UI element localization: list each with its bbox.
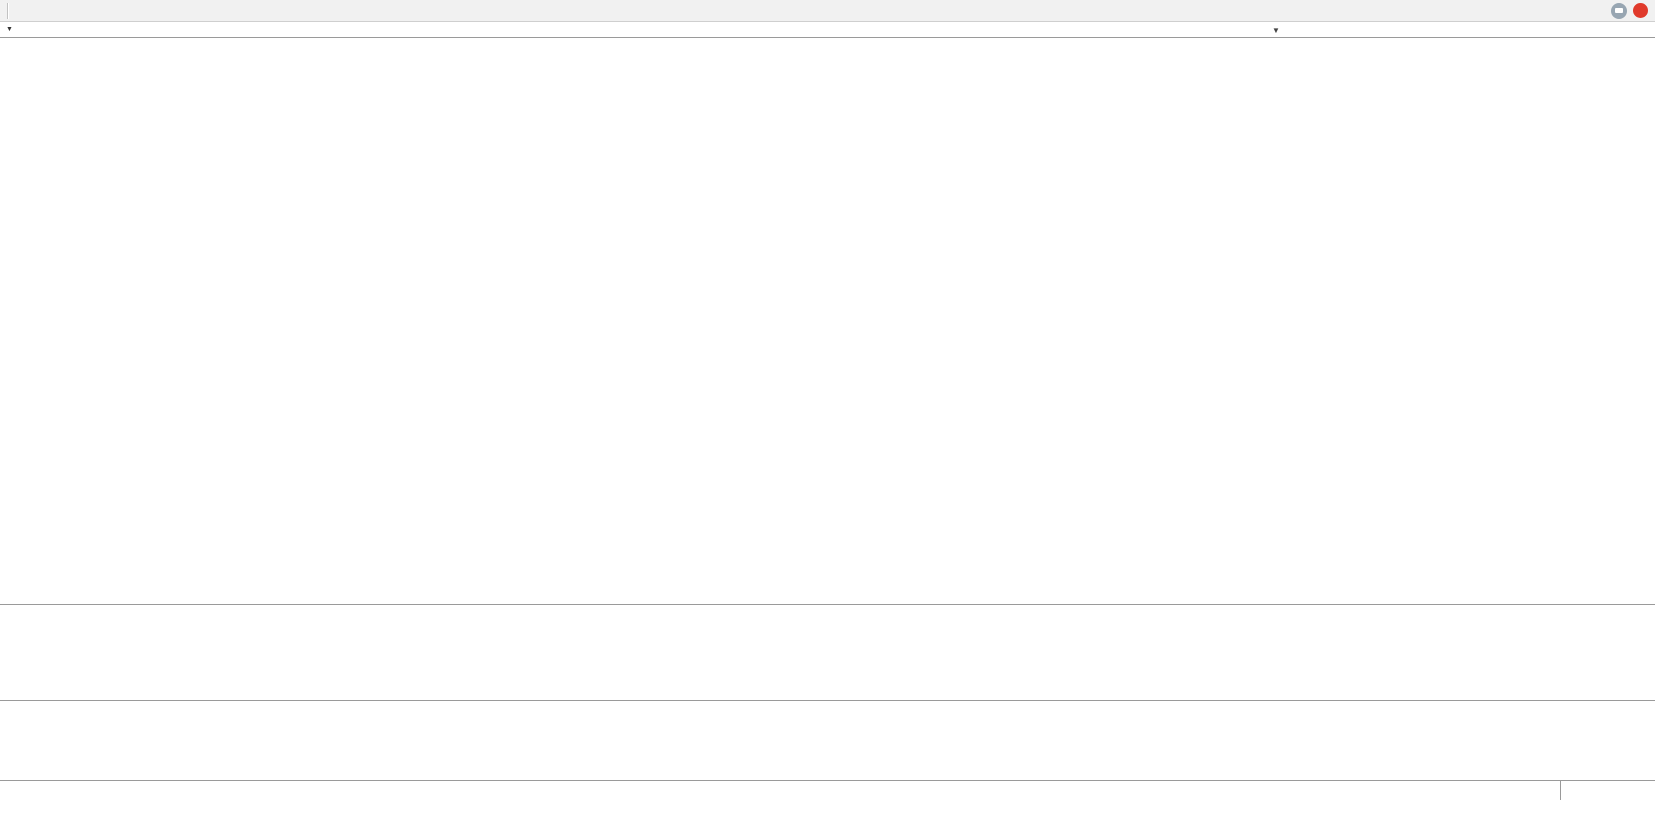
time-axis[interactable] — [0, 780, 1655, 800]
axis-corner-divider — [1560, 781, 1561, 800]
toolbar — [0, 0, 1655, 22]
toolbar-separator — [7, 2, 8, 19]
main-chart-panel[interactable] — [0, 38, 1655, 604]
rsi-panel[interactable] — [0, 700, 1655, 780]
macd-panel[interactable] — [0, 604, 1655, 700]
main-chart[interactable] — [0, 38, 1655, 604]
chart-shift-marker-icon[interactable]: ▼ — [1272, 26, 1280, 35]
macd-chart[interactable] — [0, 605, 1655, 700]
toolbar-right — [1611, 2, 1652, 19]
bottom-spacer — [0, 800, 1655, 823]
messages-icon[interactable] — [1611, 2, 1627, 19]
chart-menu-icon[interactable]: ▼ — [6, 26, 13, 33]
rsi-chart[interactable] — [0, 701, 1655, 780]
chart-title-strip: ▼ ▼ — [0, 22, 1655, 38]
notification-badge[interactable] — [1633, 3, 1648, 18]
